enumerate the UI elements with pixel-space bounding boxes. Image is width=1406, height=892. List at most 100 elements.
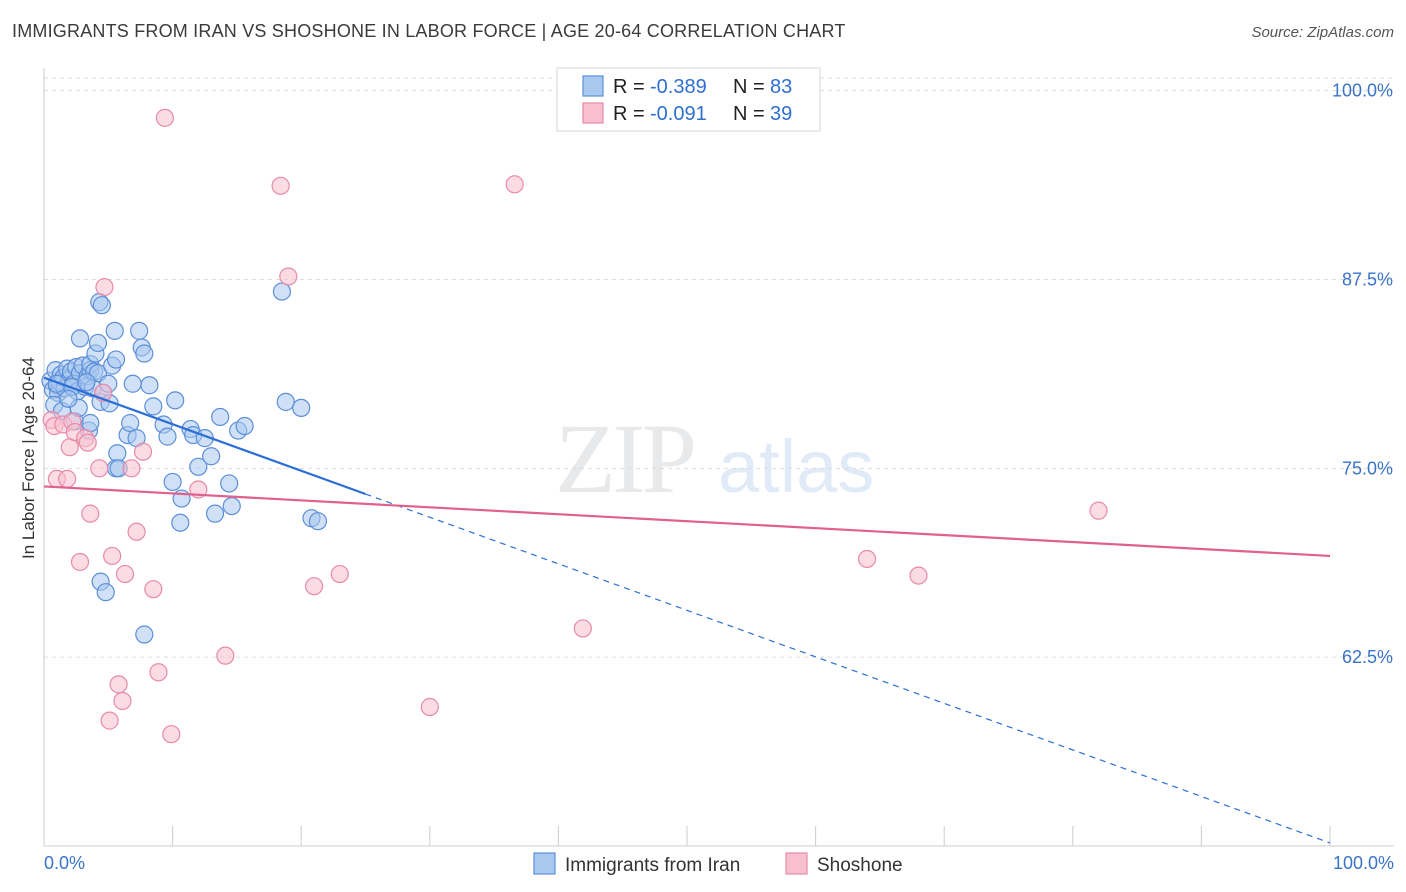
shoshone-point (60, 438, 79, 457)
iran-point (189, 457, 208, 476)
shoshone-point (420, 697, 439, 717)
watermark-atlas: atlas (718, 425, 874, 508)
shoshone-point (271, 176, 290, 195)
shoshone-point (155, 108, 174, 127)
shoshone-point (103, 546, 122, 566)
shoshone-point (144, 580, 163, 599)
iran-point (202, 447, 221, 466)
iran-point (88, 333, 108, 353)
shoshone-point (149, 663, 168, 682)
x-tick-label-min: 0.0% (44, 853, 85, 873)
shoshone-point (857, 549, 877, 569)
iran-point (211, 407, 230, 427)
shoshone-point (909, 566, 928, 585)
iran-point (205, 504, 225, 523)
shoshone-point (279, 267, 298, 286)
iran-point (163, 472, 182, 492)
legend-swatch-shoshone (582, 102, 604, 124)
iran-point (123, 374, 142, 393)
iran-point (121, 413, 140, 433)
series-shoshone-points (42, 108, 1108, 744)
shoshone-point (133, 442, 153, 461)
shoshone-point (127, 522, 146, 541)
trend-line-shoshone (43, 485, 1331, 558)
iran-point (171, 513, 190, 532)
legend-r-value-iran: -0.389 (650, 76, 707, 98)
y-tick-label: 87.5% (1342, 269, 1393, 289)
shoshone-point (115, 564, 135, 584)
shoshone-point (70, 552, 90, 572)
y-tick-label: 75.0% (1342, 458, 1393, 478)
iran-point (96, 583, 115, 602)
iran-point (220, 474, 239, 493)
shoshone-point (81, 504, 100, 523)
iran-point (92, 296, 111, 315)
iran-point (135, 344, 154, 363)
watermark: ZIP atlas (555, 403, 874, 514)
legend-n-value-iran: 83 (770, 76, 792, 98)
legend-swatch-iran (582, 75, 604, 97)
gridlines (44, 77, 1394, 658)
iran-point (59, 389, 78, 408)
iran-point (166, 391, 185, 410)
shoshone-point (113, 691, 132, 711)
axes (43, 68, 1394, 847)
iran-point (108, 444, 127, 463)
shoshone-point (162, 725, 181, 744)
shoshone-point (573, 619, 592, 638)
shoshone-point (90, 459, 109, 478)
shoshone-point (505, 175, 524, 194)
shoshone-point (100, 711, 119, 730)
shoshone-point (78, 433, 97, 452)
shoshone-point (95, 277, 114, 297)
iran-point (105, 321, 124, 340)
y-tick-labels: 62.5% 75.0% 87.5% 100.0% (1332, 81, 1393, 668)
trend-line-iran-solid (43, 376, 366, 496)
legend-r-label-shoshone: R = (613, 103, 645, 125)
stats-legend: R = -0.389 N = 83 R = -0.091 N = 39 (556, 67, 821, 132)
iran-point (272, 282, 292, 301)
shoshone-point (109, 675, 128, 694)
iran-point (70, 329, 90, 348)
iran-point (135, 625, 154, 644)
iran-point (106, 350, 126, 369)
series-legend-label-shoshone: Shoshone (817, 855, 903, 876)
iran-point (130, 321, 149, 340)
iran-point (140, 376, 159, 395)
iran-point (292, 398, 311, 418)
shoshone-point (330, 564, 349, 584)
iran-point (144, 397, 163, 416)
y-tick-label: 62.5% (1342, 647, 1393, 667)
chart-title: IMMIGRANTS FROM IRAN VS SHOSHONE IN LABO… (12, 21, 846, 41)
trend-lines (43, 376, 1331, 844)
iran-point (81, 413, 100, 433)
legend-n-label-shoshone: N = (733, 103, 765, 125)
legend-r-value-shoshone: -0.091 (650, 103, 707, 125)
x-tick-label-max: 100.0% (1333, 853, 1394, 873)
shoshone-point (58, 469, 77, 489)
series-legend-swatch-iran (533, 852, 556, 875)
shoshone-point (1089, 501, 1108, 520)
shoshone-point (122, 459, 141, 478)
y-tick-label: 100.0% (1332, 81, 1393, 101)
watermark-zip: ZIP (555, 403, 693, 514)
iran-point (235, 416, 254, 436)
legend-n-label-iran: N = (733, 76, 765, 98)
x-ticks (43, 826, 1331, 846)
iran-point (276, 392, 295, 411)
y-axis-title: In Labor Force | Age 20-64 (19, 357, 38, 559)
iran-point (158, 427, 177, 446)
series-legend-label-iran: Immigrants from Iran (565, 855, 740, 876)
series-iran-points (41, 282, 328, 644)
source-label: Source: ZipAtlas.com (1251, 24, 1394, 41)
iran-point (77, 373, 96, 392)
series-legend-swatch-shoshone (785, 852, 808, 875)
trend-line-iran-dashed (365, 493, 1331, 844)
iran-point (222, 496, 241, 516)
iran-point (308, 512, 328, 531)
legend-n-value-shoshone: 39 (770, 103, 792, 125)
shoshone-point (216, 646, 235, 665)
legend-r-label-iran: R = (613, 76, 645, 98)
series-legend: Immigrants from Iran Shoshone (533, 852, 903, 876)
